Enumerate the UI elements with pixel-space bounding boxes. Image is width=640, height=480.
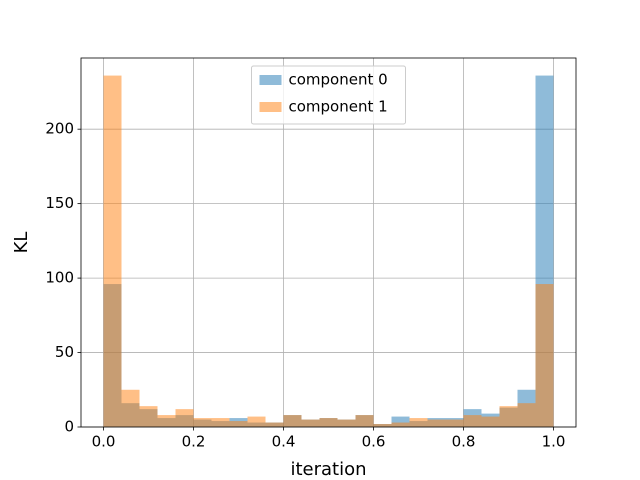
histogram-bar: [409, 418, 428, 427]
y-tick-label: 150: [45, 194, 74, 212]
histogram-bar: [229, 421, 248, 427]
histogram-bar: [247, 416, 266, 427]
x-tick-label: 0.6: [362, 433, 386, 451]
histogram-bar: [139, 406, 158, 427]
histogram-bar: [301, 419, 320, 427]
histogram-bar: [103, 75, 122, 428]
histogram-bar: [445, 419, 464, 427]
y-axis-label: KL: [11, 232, 32, 254]
histogram-bar: [535, 284, 554, 427]
legend-label: component 1: [289, 98, 388, 116]
y-tick-label: 200: [45, 120, 74, 138]
histogram-bar: [319, 418, 338, 427]
x-axis-label: iteration: [290, 459, 366, 480]
x-tick-label: 0.2: [182, 433, 206, 451]
histogram-bar: [373, 424, 392, 427]
histogram-bar: [391, 422, 410, 427]
histogram-bar: [391, 416, 410, 427]
histogram-bar: [121, 389, 140, 427]
x-tick-label: 0.8: [452, 433, 476, 451]
legend-label: component 0: [289, 71, 388, 89]
y-tick-label: 0: [64, 418, 74, 436]
legend-box: [251, 65, 406, 125]
histogram-bar: [265, 422, 284, 427]
histogram-bar: [517, 403, 536, 427]
legend-swatch: [259, 102, 282, 112]
y-tick-label: 100: [45, 269, 74, 287]
histogram-bar: [175, 409, 194, 427]
histogram-bar: [283, 415, 302, 427]
histogram-bar: [481, 416, 500, 427]
histogram-bar: [193, 418, 212, 427]
histogram-bar: [157, 415, 176, 427]
x-tick-label: 0.0: [92, 433, 116, 451]
histogram-bar: [463, 415, 482, 427]
legend-swatch: [259, 75, 282, 85]
histogram-bar: [427, 419, 446, 427]
histogram-bar: [355, 415, 374, 427]
y-tick-label: 50: [55, 343, 74, 361]
x-tick-label: 1.0: [542, 433, 566, 451]
x-tick-label: 0.4: [272, 433, 296, 451]
histogram-bar: [499, 406, 518, 427]
histogram-bar: [211, 418, 230, 427]
histogram-bar: [337, 419, 356, 427]
plot-frame: [80, 57, 577, 428]
